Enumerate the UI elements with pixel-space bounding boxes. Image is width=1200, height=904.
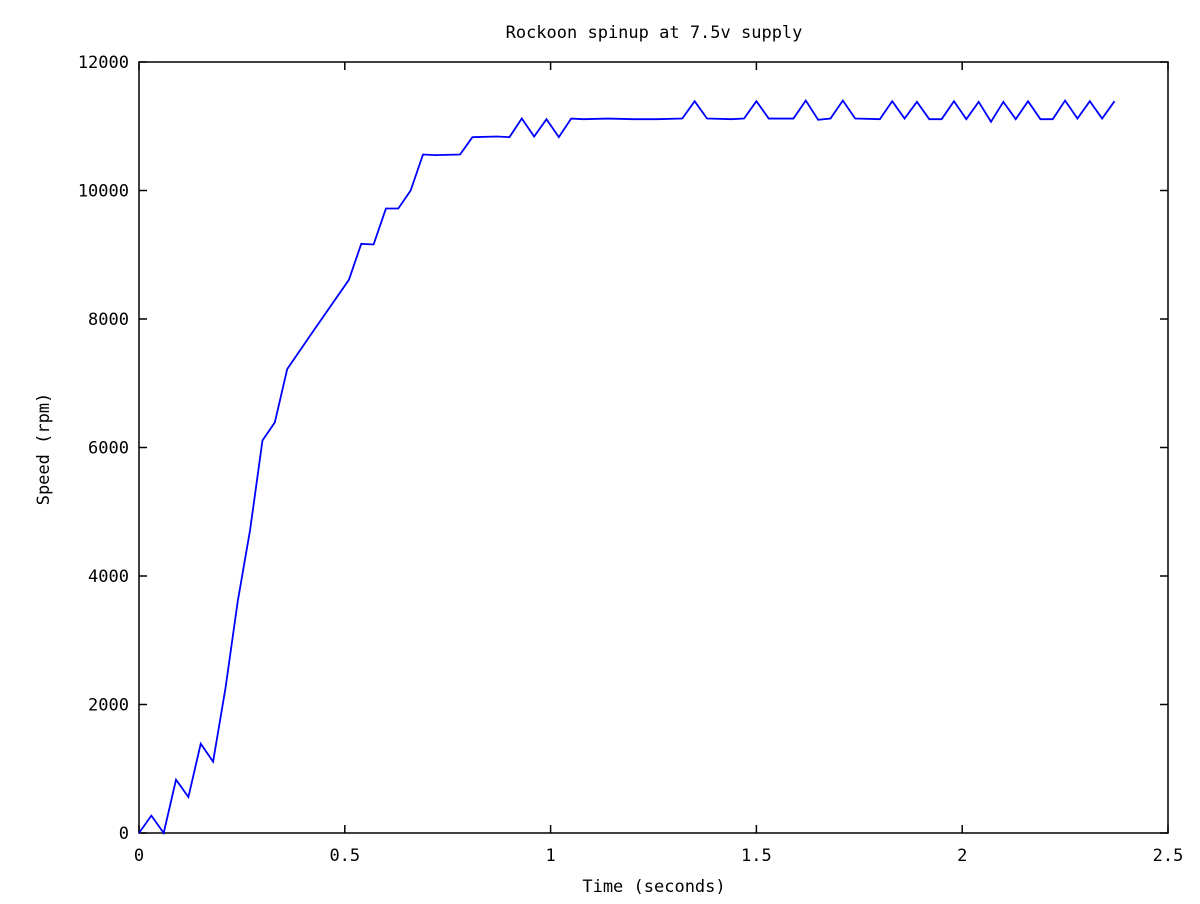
y-tick-label: 0 xyxy=(119,824,129,844)
y-tick-label: 12000 xyxy=(78,53,129,73)
x-tick-label: 1 xyxy=(545,846,555,866)
plot-area-frame xyxy=(138,61,1169,834)
x-tick-label: 0.5 xyxy=(329,846,360,866)
series-layer xyxy=(138,98,1116,836)
x-axis-label: Time (seconds) xyxy=(582,877,725,897)
y-tick-label: 6000 xyxy=(88,439,129,459)
series-line xyxy=(138,98,1116,836)
x-tick-label: 0 xyxy=(134,846,144,866)
axis-ticks: 0 0.5 1 1.5 2 2.5 0 2000 4000 6000 8000 10000 12000 xyxy=(78,53,1184,866)
y-tick-label: 4000 xyxy=(88,567,129,587)
y-axis-label: Speed (rpm) xyxy=(34,393,54,506)
x-tick-label: 2.5 xyxy=(1153,846,1184,866)
x-tick-label: 1.5 xyxy=(741,846,772,866)
chart-title: Rockoon spinup at 7.5v supply xyxy=(506,23,803,43)
y-tick-label: 2000 xyxy=(88,696,129,716)
y-tick-label: 10000 xyxy=(78,182,129,202)
y-tick-label: 8000 xyxy=(88,310,129,330)
x-tick-label: 2 xyxy=(957,846,967,866)
